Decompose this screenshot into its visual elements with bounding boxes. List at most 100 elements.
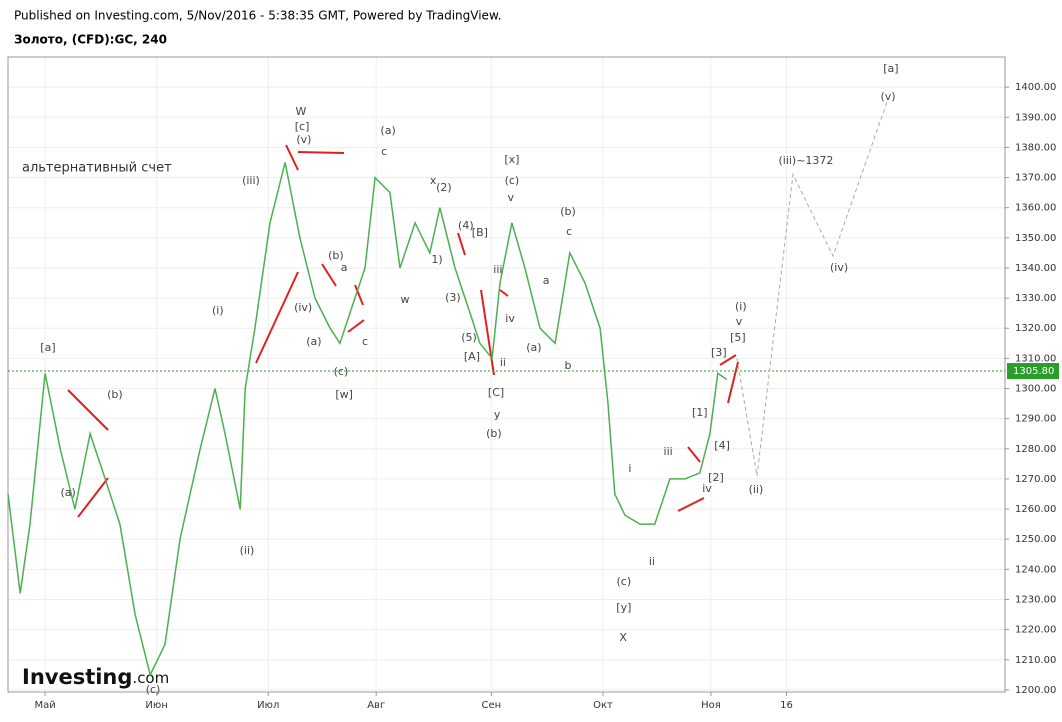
wave-label: (iv) bbox=[294, 301, 312, 314]
logo: Investing.com bbox=[22, 665, 169, 689]
wave-label: [1] bbox=[692, 406, 708, 419]
wave-label: (b) bbox=[486, 427, 502, 440]
wave-label: (iii)~1372 bbox=[778, 154, 833, 167]
wave-label: (5) bbox=[461, 331, 477, 344]
wave-label: [A] bbox=[464, 350, 480, 363]
wave-label: W bbox=[296, 105, 307, 118]
symbol-title: Золото, (CFD):GC, 240 bbox=[14, 33, 167, 47]
y-tick-label: 1240.00 bbox=[1015, 564, 1056, 575]
wave-label: (2) bbox=[436, 181, 452, 194]
y-tick-label: 1390.00 bbox=[1015, 112, 1056, 123]
plot-frame bbox=[7, 56, 1006, 693]
wave-label: [x] bbox=[504, 153, 519, 166]
x-tick-label: Окт bbox=[593, 700, 613, 711]
wave-label: (i) bbox=[735, 300, 747, 313]
wave-label: [5] bbox=[730, 331, 746, 344]
wave-label: (ii) bbox=[749, 483, 764, 496]
wave-label: iii bbox=[493, 263, 502, 276]
y-tick-label: 1220.00 bbox=[1015, 625, 1056, 636]
y-tick-label: 1400.00 bbox=[1015, 82, 1056, 93]
y-tick-label: 1260.00 bbox=[1015, 504, 1056, 515]
wave-label: iv bbox=[702, 482, 712, 495]
wave-label: [a] bbox=[883, 62, 898, 75]
x-tick-label: Май bbox=[34, 700, 55, 711]
wave-label: (c) bbox=[617, 575, 632, 588]
wave-label: (c) bbox=[505, 174, 520, 187]
y-tick-label: 1280.00 bbox=[1015, 444, 1056, 455]
wave-label: ii bbox=[500, 356, 506, 369]
wave-label: [B] bbox=[472, 226, 488, 239]
wave-label: X bbox=[619, 631, 627, 644]
wave-label: (b) bbox=[328, 249, 344, 262]
wave-label: 1) bbox=[431, 253, 442, 266]
wave-label: x bbox=[430, 174, 437, 187]
y-tick-label: 1360.00 bbox=[1015, 203, 1056, 214]
y-tick-label: 1230.00 bbox=[1015, 594, 1056, 605]
x-tick-label: Июн bbox=[145, 700, 167, 711]
wave-label: (a) bbox=[60, 486, 75, 499]
wave-label: v bbox=[508, 191, 515, 204]
wave-label: (ii) bbox=[240, 544, 255, 557]
wave-label: [w] bbox=[335, 388, 353, 401]
wave-label: [c] bbox=[295, 120, 310, 133]
x-tick-label: Сен bbox=[482, 700, 502, 711]
logo-text: Investing bbox=[22, 665, 132, 689]
wave-label: [C] bbox=[488, 386, 504, 399]
wave-label: iv bbox=[505, 312, 515, 325]
wave-label: [a] bbox=[40, 341, 55, 354]
wave-label: (v) bbox=[880, 90, 895, 103]
wave-label: (i) bbox=[212, 304, 224, 317]
y-tick-label: 1340.00 bbox=[1015, 263, 1056, 274]
y-tick-label: 1380.00 bbox=[1015, 142, 1056, 153]
price-line bbox=[736, 99, 889, 476]
wave-label: [2] bbox=[708, 471, 724, 484]
y-tick-label: 1300.00 bbox=[1015, 384, 1056, 395]
wave-label: (a) bbox=[306, 335, 321, 348]
trendlines bbox=[67, 144, 739, 518]
y-tick-label: 1320.00 bbox=[1015, 323, 1056, 334]
x-tick-label: 16 bbox=[780, 700, 793, 711]
y-tick-label: 1290.00 bbox=[1015, 414, 1056, 425]
wave-label: c bbox=[566, 225, 572, 238]
wave-label: [y] bbox=[616, 601, 631, 614]
wave-label: (b) bbox=[107, 388, 123, 401]
wave-label: y bbox=[494, 408, 501, 421]
y-tick-label: 1310.00 bbox=[1015, 353, 1056, 364]
wave-label: (b) bbox=[560, 205, 576, 218]
wave-label: c bbox=[362, 335, 368, 348]
y-tick-label: 1250.00 bbox=[1015, 534, 1056, 545]
y-tick-label: 1330.00 bbox=[1015, 293, 1056, 304]
wave-label: iii bbox=[664, 445, 673, 458]
wave-label: ii bbox=[649, 555, 655, 568]
wave-label: (3) bbox=[445, 291, 461, 304]
grid-layer bbox=[8, 57, 1005, 692]
wave-label: [3] bbox=[711, 346, 727, 359]
x-tick-label: Авг bbox=[367, 700, 385, 711]
wave-label: b bbox=[565, 359, 572, 372]
wave-label: (a) bbox=[380, 124, 395, 137]
wave-label: a bbox=[341, 261, 348, 274]
price-line bbox=[7, 162, 728, 677]
wave-label: (a) bbox=[526, 341, 541, 354]
note: альтернативный счет bbox=[22, 161, 172, 176]
wave-label: w bbox=[401, 293, 410, 306]
last-price-box bbox=[1007, 363, 1059, 380]
y-tick-label: 1350.00 bbox=[1015, 233, 1056, 244]
x-tick-label: Июл bbox=[257, 700, 279, 711]
wave-label: i bbox=[628, 462, 631, 475]
x-tick-label: Ноя bbox=[701, 700, 721, 711]
wave-label: v bbox=[736, 315, 743, 328]
wave-label: a bbox=[543, 274, 550, 287]
y-tick-label: 1210.00 bbox=[1015, 655, 1056, 666]
wave-label: (c) bbox=[146, 683, 161, 696]
wave-label: c bbox=[381, 145, 387, 158]
wave-label: (4) bbox=[458, 219, 474, 232]
wave-label: (iv) bbox=[830, 261, 848, 274]
wave-label: [4] bbox=[714, 439, 730, 452]
wave-label: (iii) bbox=[242, 174, 260, 187]
y-tick-label: 1200.00 bbox=[1015, 685, 1056, 696]
published-line: Published on Investing.com, 5/Nov/2016 -… bbox=[14, 9, 501, 23]
logo-suffix: .com bbox=[132, 669, 169, 687]
